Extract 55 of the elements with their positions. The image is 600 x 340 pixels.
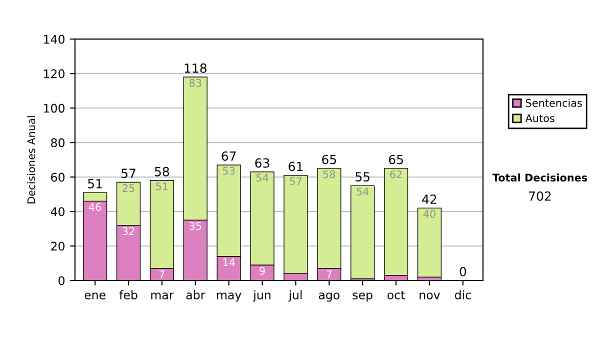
data-label: 51 bbox=[156, 182, 168, 190]
y-tick-label: 40 bbox=[50, 207, 64, 216]
x-tick-label: feb bbox=[119, 290, 138, 300]
x-tick-label: nov bbox=[420, 292, 440, 300]
total-label: 51 bbox=[88, 179, 102, 188]
total-label: 57 bbox=[122, 168, 136, 178]
x-tick-label: mar bbox=[151, 292, 174, 300]
legend-label: Autos bbox=[525, 114, 554, 122]
data-label: 57 bbox=[290, 177, 302, 186]
x-tick-label: jun bbox=[252, 290, 270, 302]
y-tick-label: 120 bbox=[44, 69, 64, 78]
total-label: 0 bbox=[460, 266, 466, 276]
data-label: 83 bbox=[189, 78, 202, 87]
data-label: 53 bbox=[223, 166, 235, 175]
x-tick-label: jul bbox=[288, 290, 302, 302]
legend-label: Sentencias bbox=[526, 98, 582, 107]
x-tick-label: ene bbox=[84, 292, 106, 300]
total-label: 63 bbox=[255, 158, 270, 168]
total-label: 55 bbox=[356, 172, 370, 182]
y-tick-label: 60 bbox=[51, 172, 64, 182]
x-tick-label: sep bbox=[352, 292, 372, 302]
bar bbox=[417, 208, 442, 278]
data-label: 54 bbox=[256, 174, 268, 182]
total-label: 65 bbox=[388, 154, 403, 164]
total-label: 61 bbox=[288, 162, 303, 172]
data-label: 40 bbox=[423, 210, 436, 218]
data-label: 7 bbox=[159, 270, 164, 278]
data-label: 35 bbox=[190, 222, 202, 230]
y-tick-label: 20 bbox=[51, 242, 64, 251]
data-label: 9 bbox=[260, 266, 265, 275]
total-label: 65 bbox=[322, 154, 336, 164]
total-label: 42 bbox=[422, 194, 436, 204]
y-tick-label: 100 bbox=[44, 104, 64, 113]
y-tick-label: 0 bbox=[58, 276, 64, 286]
total-label: 67 bbox=[222, 151, 236, 161]
data-label: 7 bbox=[326, 270, 332, 278]
data-label: 54 bbox=[356, 188, 369, 196]
data-label: 14 bbox=[223, 258, 235, 266]
data-label: 58 bbox=[323, 170, 336, 178]
text: 702 bbox=[529, 191, 551, 201]
x-tick-label: ago bbox=[318, 292, 340, 302]
data-label: 25 bbox=[122, 184, 134, 192]
x-tick-label: oct bbox=[388, 290, 405, 300]
data-label: 32 bbox=[122, 227, 134, 236]
x-tick-label: abr bbox=[186, 290, 206, 300]
data-label: 46 bbox=[88, 203, 102, 211]
total-label: 58 bbox=[154, 166, 170, 176]
x-tick-label: may bbox=[217, 292, 242, 302]
y-tick-label: 80 bbox=[51, 138, 64, 148]
text: Total Decisiones bbox=[492, 173, 588, 182]
x-tick-label: dic bbox=[454, 290, 471, 300]
y-axis-title: Decisiones Anual bbox=[27, 116, 36, 204]
total-label: 118 bbox=[184, 63, 206, 73]
data-label: 62 bbox=[390, 170, 402, 178]
y-tick-label: 140 bbox=[44, 34, 64, 44]
